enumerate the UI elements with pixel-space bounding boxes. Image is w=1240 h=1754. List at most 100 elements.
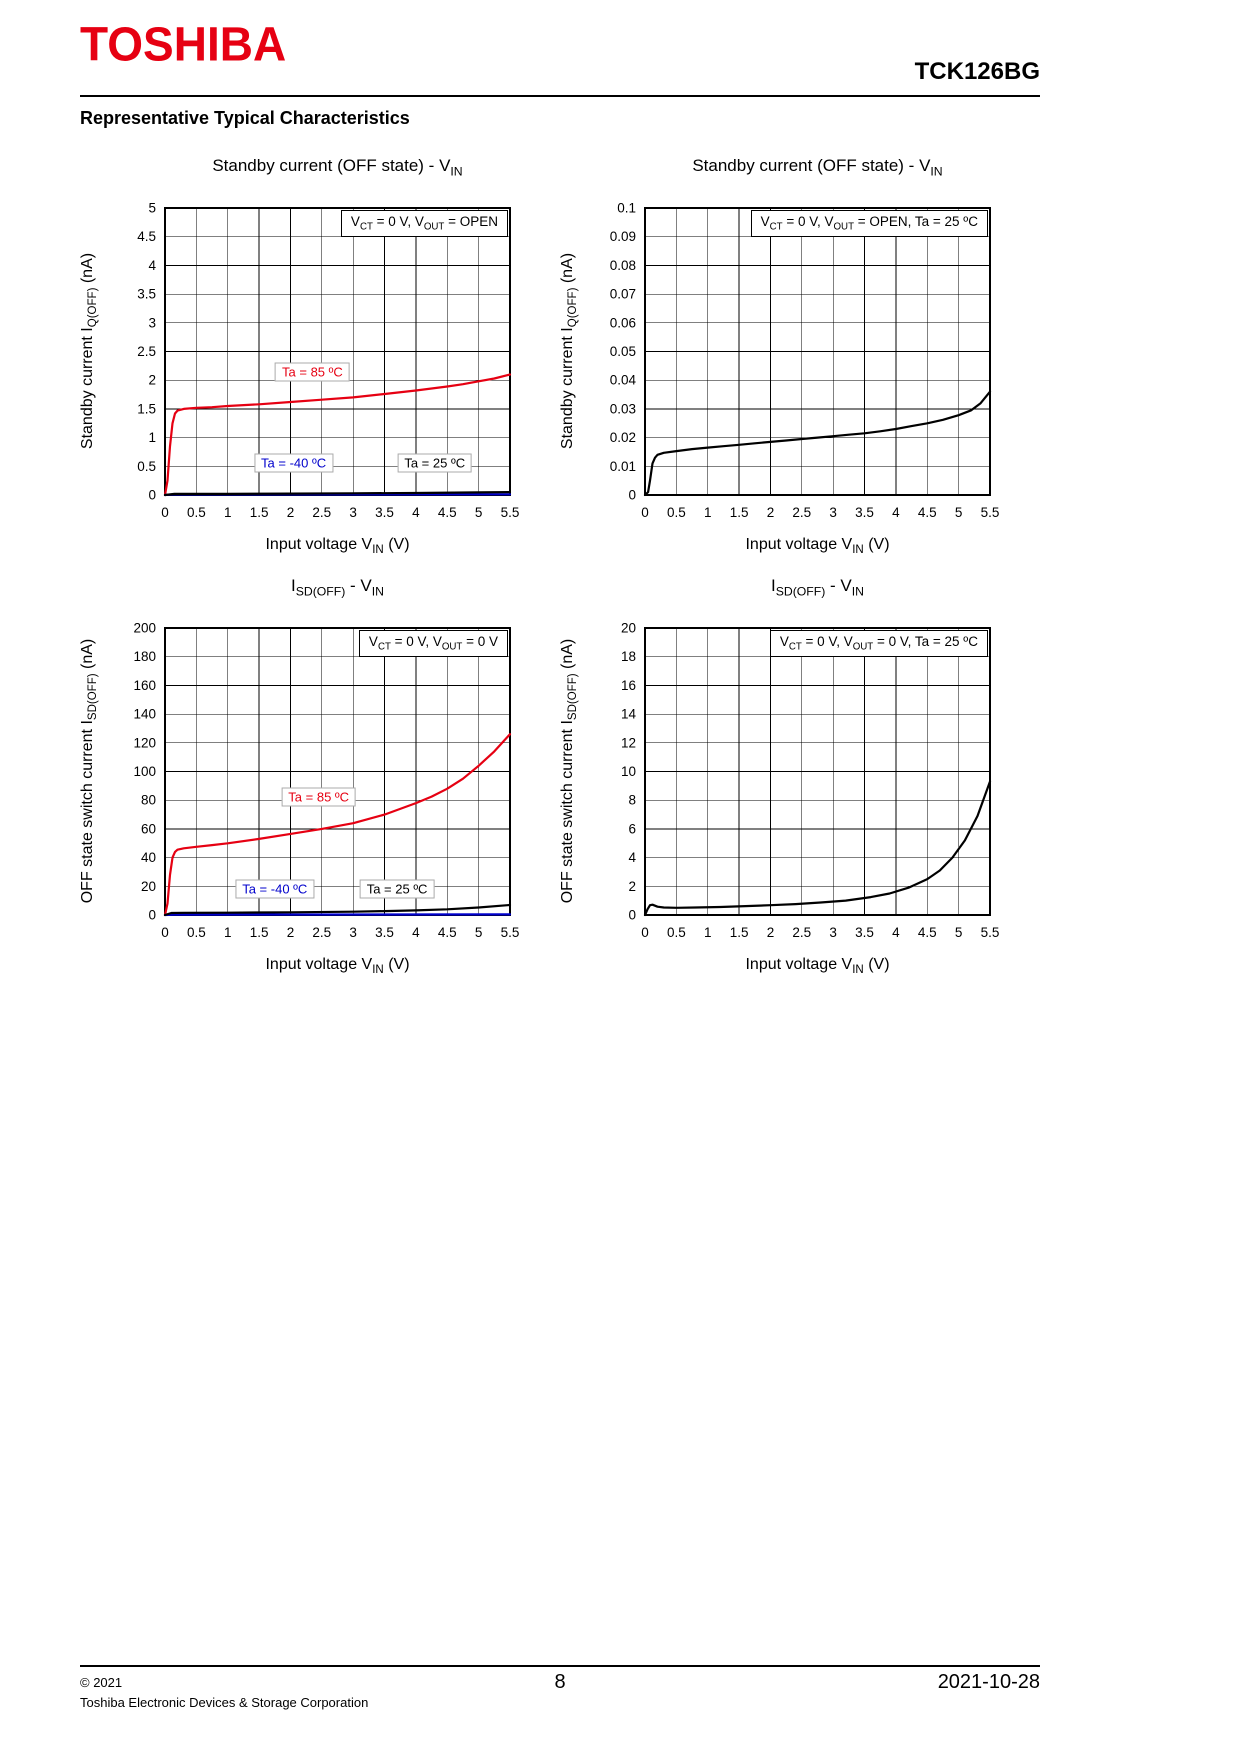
chart-standby-current-25c: Standby current (OFF state) - VIN Standb… <box>553 148 1023 563</box>
condition-text: V <box>368 634 378 649</box>
x-label-text: Input voltage V <box>265 536 373 553</box>
x-axis-label: Input voltage VIN (V) <box>165 956 510 976</box>
y-tick-label: 2.5 <box>137 344 156 359</box>
condition-text: V <box>779 634 789 649</box>
x-tick-label: 1.5 <box>250 925 269 940</box>
x-tick-label: 1.5 <box>250 505 269 520</box>
x-tick-label: 3 <box>829 925 837 940</box>
y-tick-label: 0.06 <box>610 315 636 330</box>
x-tick-label: 4.5 <box>918 505 937 520</box>
y-tick-label: 16 <box>621 678 636 693</box>
y-tick-label: 0.08 <box>610 258 636 273</box>
chart-plot: 0 0.5 1 1.5 2 2.5 3 3.5 4 4.5 5 5.5 0 0.5 1 1.5 2 2.5 3 3.5… <box>137 201 520 521</box>
y-tick-label: 200 <box>133 621 156 636</box>
test-condition-box: VCT = 0 V, VOUT = 0 V <box>358 630 508 657</box>
chart-plot: 0 0.5 1 1.5 2 2.5 3 3.5 4 4.5 5 5.5 0 2 4 6 8 10 12 14 16 18 2… <box>621 621 999 941</box>
y-tick-label: 60 <box>141 821 156 836</box>
x-tick-label: 4.5 <box>918 925 937 940</box>
y-tick-label: 2 <box>628 879 636 894</box>
y-tick-label: 160 <box>133 678 156 693</box>
x-tick-label: 3.5 <box>375 925 394 940</box>
x-tick-label: 0 <box>161 505 169 520</box>
x-tick-label: 1 <box>224 925 232 940</box>
toshiba-logo: TOSHIBA <box>80 17 287 72</box>
x-tick-label: 4.5 <box>438 505 457 520</box>
copyright-year: © 2021 <box>80 1675 123 1690</box>
test-condition-box: VCT = 0 V, VOUT = OPEN <box>340 210 508 237</box>
chart-off-switch-current-25c: ISD(OFF) - VIN OFF state switch current … <box>553 568 1023 983</box>
chart-plot: 0 0.5 1 1.5 2 2.5 3 3.5 4 4.5 5 5.5 0 0.01 0.02 0.03 0.0… <box>610 201 1000 521</box>
condition-text: = 0 V, Ta = 25 ºC <box>873 634 978 649</box>
x-label-sub: IN <box>852 964 864 977</box>
y-tick-label: 0 <box>148 488 156 503</box>
y-tick-label: 0.02 <box>610 430 636 445</box>
x-tick-label: 5.5 <box>501 505 520 520</box>
title-sub: IN <box>930 164 943 179</box>
footer-copyright: © 2021 Toshiba Electronic Devices & Stor… <box>80 1673 368 1713</box>
x-label-text: (V) <box>863 956 890 973</box>
x-tick-label: 5.5 <box>501 925 520 940</box>
series-curve <box>163 733 512 917</box>
y-tick-label: 40 <box>141 850 156 865</box>
y-tick-label: 0.07 <box>610 287 636 302</box>
y-tick-label: 0.09 <box>610 229 636 244</box>
x-axis-label: Input voltage VIN (V) <box>645 536 990 556</box>
condition-text: = OPEN, Ta = 25 ºC <box>854 214 978 229</box>
y-tick-label: 12 <box>621 735 636 750</box>
x-tick-label: 4 <box>412 505 420 520</box>
x-tick-label: 1.5 <box>730 925 749 940</box>
x-label-text: Input voltage V <box>745 956 853 973</box>
x-tick-label: 0 <box>641 505 649 520</box>
chart-title: Standby current (OFF state) - VIN <box>165 156 510 178</box>
x-tick-label: 1 <box>224 505 232 520</box>
x-tick-label: 2.5 <box>312 925 331 940</box>
x-tick-label: 3 <box>349 925 357 940</box>
y-tick-label: 4.5 <box>137 229 156 244</box>
x-tick-label: 0 <box>161 925 169 940</box>
footer-date: 2021-10-28 <box>937 1671 1040 1693</box>
plot-border <box>644 207 991 496</box>
title-text: - V <box>825 576 852 595</box>
y-tick-label: 0.01 <box>610 459 636 474</box>
x-axis-label: Input voltage VIN (V) <box>645 956 990 976</box>
x-label-text: (V) <box>863 536 890 553</box>
x-tick-label: 2.5 <box>312 505 331 520</box>
y-tick-label: 140 <box>133 707 156 722</box>
x-tick-label: 4 <box>892 505 900 520</box>
chart-standby-current-full-range: Standby current (OFF state) - VIN Standb… <box>73 148 543 563</box>
condition-text: = 0 V, V <box>372 214 424 229</box>
series-curve <box>163 913 512 917</box>
y-tick-label: 2 <box>148 373 156 388</box>
x-tick-label: 4 <box>892 925 900 940</box>
x-tick-label: 2 <box>767 505 775 520</box>
condition-text: = OPEN <box>444 214 498 229</box>
series-curve <box>163 903 512 917</box>
y-tick-label: 0 <box>148 908 156 923</box>
y-tick-label: 8 <box>628 793 636 808</box>
y-tick-label: 0.5 <box>137 459 156 474</box>
x-tick-label: 3.5 <box>855 925 874 940</box>
y-tick-label: 1 <box>148 430 156 445</box>
x-tick-label: 2 <box>287 505 295 520</box>
title-text: I <box>770 576 776 595</box>
y-tick-label: 80 <box>141 793 156 808</box>
x-tick-label: 5.5 <box>981 505 1000 520</box>
y-tick-label: 0.1 <box>617 201 636 216</box>
y-tick-label: 180 <box>133 649 156 664</box>
chart-title: ISD(OFF) - VIN <box>165 576 510 598</box>
series-curve <box>643 390 992 497</box>
company-name: Toshiba Electronic Devices & Storage Cor… <box>80 1695 369 1711</box>
x-tick-label: 0.5 <box>667 925 686 940</box>
x-tick-label: 1.5 <box>730 505 749 520</box>
x-tick-label: 5 <box>955 505 963 520</box>
x-tick-label: 5 <box>475 505 483 520</box>
y-tick-label: 4 <box>628 850 636 865</box>
y-tick-label: 0.05 <box>610 344 636 359</box>
page-number: 8 <box>554 1671 566 1693</box>
header-rule <box>80 95 1040 97</box>
y-tick-label: 4 <box>148 258 156 273</box>
y-tick-label: 0 <box>628 488 636 503</box>
chart-off-switch-current-full-range: ISD(OFF) - VIN OFF state switch current … <box>73 568 543 983</box>
part-number: TCK126BG <box>914 58 1040 85</box>
condition-sub: CT <box>377 641 391 653</box>
